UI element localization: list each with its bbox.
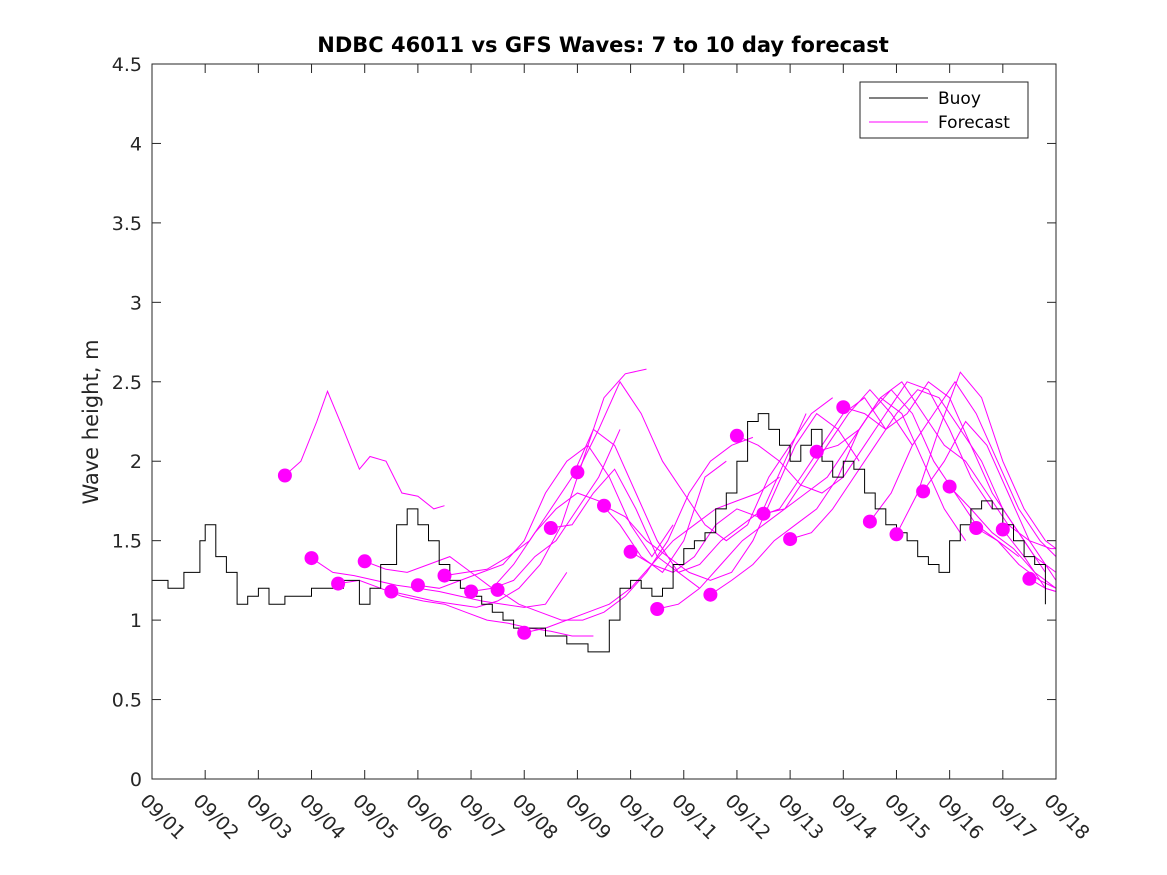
forecast-start-point	[783, 532, 798, 547]
y-axis-label: Wave height, m	[79, 339, 103, 504]
forecast-start-point	[995, 522, 1010, 537]
y-tick-label: 0	[130, 769, 142, 791]
forecast-start-points	[277, 400, 1037, 640]
legend-box	[859, 81, 1029, 139]
forecast-series-line	[736, 381, 993, 510]
forecast-start-point	[304, 551, 319, 566]
forecast-start-point	[703, 587, 718, 602]
axes-frame	[151, 63, 1057, 780]
y-tick-label: 4	[130, 133, 142, 155]
forecast-start-point	[729, 428, 744, 443]
forecast-start-point	[809, 444, 824, 459]
legend-forecast-label: Forecast	[938, 113, 1010, 133]
y-tick-label: 2	[130, 451, 142, 473]
forecast-start-point	[357, 554, 372, 569]
forecast-series-line	[311, 557, 568, 608]
forecast-start-point	[331, 576, 346, 591]
forecast-start-point	[437, 568, 452, 583]
forecast-series-line	[603, 412, 860, 581]
forecast-start-point	[410, 578, 425, 593]
y-tick-label: 1.5	[112, 531, 142, 553]
forecast-start-point	[756, 506, 771, 521]
forecast-series-line	[896, 371, 1057, 550]
forecast-series-line	[922, 420, 1057, 581]
forecast-start-point	[1022, 571, 1037, 586]
y-axis: 0 0.5 1 1.5 2 2.5 3 3.5 4 4.5	[112, 54, 1056, 791]
forecast-series-line	[391, 368, 647, 608]
y-tick-label: 0.5	[112, 690, 142, 712]
forecast-start-point	[969, 521, 984, 535]
forecast-start-point	[650, 602, 665, 616]
forecast-start-point	[490, 582, 505, 597]
buoy-layer	[152, 413, 1046, 653]
y-tick-label: 3	[130, 292, 142, 314]
forecast-start-point	[862, 514, 877, 529]
forecast-series-line	[843, 381, 1057, 573]
y-tick-label: 1	[130, 610, 142, 632]
chart-title: NDBC 46011 vs GFS Waves: 7 to 10 day for…	[317, 33, 888, 57]
forecast-start-point	[597, 498, 611, 513]
forecast-start-point	[570, 465, 585, 480]
forecast-series-line	[284, 389, 445, 510]
y-tick-label: 2.5	[112, 372, 142, 394]
forecast-start-point	[517, 625, 532, 640]
forecast-start-point	[623, 544, 638, 559]
axes-background	[152, 64, 1056, 779]
forecast-start-point	[464, 584, 479, 599]
forecast-series-line	[497, 436, 754, 621]
forecast-start-point	[836, 400, 851, 415]
forecast-start-point	[889, 527, 904, 542]
y-tick-label: 3.5	[112, 213, 142, 235]
forecast-start-point	[543, 521, 558, 535]
y-tick-label: 4.5	[112, 54, 142, 76]
legend-buoy-label: Buoy	[938, 89, 981, 109]
forecast-start-point	[384, 584, 399, 599]
forecast-series-line	[869, 380, 1057, 557]
forecast-start-point	[916, 484, 931, 499]
forecast-series-line	[444, 428, 700, 589]
forecast-start-point	[277, 468, 292, 483]
forecast-series-line	[471, 460, 727, 592]
buoy-series-line	[152, 413, 1046, 653]
forecast-start-point	[942, 479, 957, 494]
legend: Buoy Forecast	[859, 81, 1029, 139]
plot-area	[152, 64, 1056, 779]
forecast-series-line	[949, 486, 1057, 589]
